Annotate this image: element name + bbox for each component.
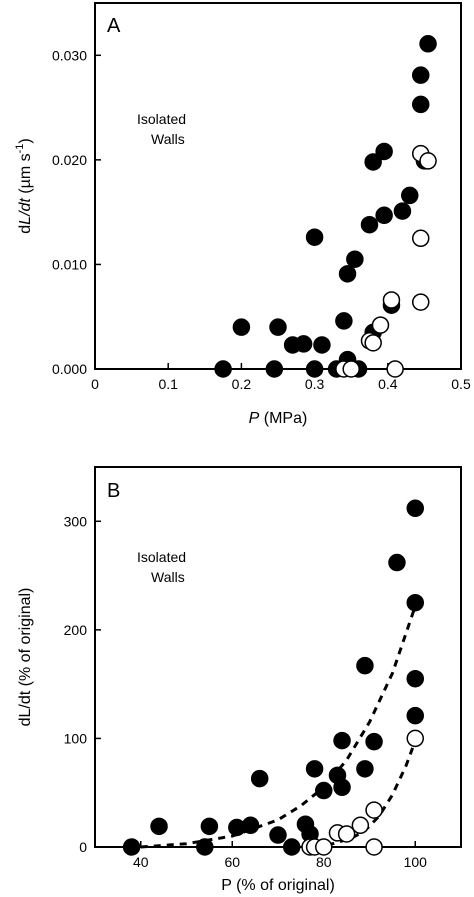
x-tick-label: 60 (224, 854, 240, 870)
x-tick-label: 80 (316, 854, 332, 870)
panel-a-xlabel-italic: P (249, 410, 260, 427)
y-tick-label: 0.010 (52, 256, 87, 272)
panel-a-x-axis-title: P (MPa) (249, 410, 308, 427)
x-tick-label: 0.2 (232, 376, 252, 392)
filled-data-point (232, 318, 251, 336)
panel-a-y-axis-title: dL/dt (µm s-1) (14, 138, 34, 233)
filled-data-point (294, 335, 313, 353)
y-tick-label: 300 (64, 513, 88, 529)
open-data-point (411, 229, 430, 248)
panel-a-annotation-line2: Walls (151, 131, 185, 147)
open-data-point (337, 825, 356, 843)
panel-a-ylabel-italic: L/dt (17, 198, 34, 225)
x-tick-label: 0.3 (305, 376, 325, 392)
panel-b-ticks: 40 60 80 100 0 100 200 300 (64, 513, 428, 870)
filled-data-point (346, 250, 364, 268)
open-data-point (315, 838, 333, 856)
panel-a-plot-frame (94, 2, 462, 370)
filled-data-point (406, 669, 424, 688)
open-data-point (342, 360, 360, 378)
filled-data-point (356, 760, 374, 778)
filled-data-point (265, 360, 284, 378)
filled-data-point (419, 35, 437, 53)
filled-data-point (214, 360, 232, 378)
panel-a-letter: A (107, 15, 121, 37)
filled-data-point (282, 838, 301, 856)
filled-data-point (315, 781, 333, 800)
panel-b-x-axis-title: P (% of original) (221, 877, 335, 894)
y-tick-label: 0.000 (52, 361, 87, 377)
filled-data-point (360, 215, 379, 234)
y-tick-label: 0.030 (52, 47, 87, 63)
filled-data-point (406, 499, 424, 518)
filled-data-point (411, 66, 430, 84)
filled-data-point (335, 312, 353, 330)
panel-a-ticks: 0 0.1 0.2 0.3 0.4 0.5 0.000 0.010 0.020 0.030 (52, 47, 471, 392)
open-data-point (364, 334, 382, 352)
panel-a-xlabel-rest: (MPa) (259, 410, 307, 427)
filled-data-point (333, 731, 351, 750)
filled-data-point (305, 760, 324, 778)
open-data-point (419, 152, 437, 170)
y-tick-label: 0 (79, 839, 87, 855)
y-tick-label: 200 (64, 622, 88, 638)
filled-data-point (313, 336, 331, 354)
x-tick-label: 0.1 (158, 376, 178, 392)
panel-b-plot-frame (94, 466, 462, 848)
panel-a-ylabel-rest: (µm s (17, 153, 34, 198)
filled-data-point (269, 826, 287, 844)
filled-data-point (333, 778, 351, 797)
panel-a-ylabel-close: ) (17, 138, 34, 143)
filled-data-point (365, 732, 383, 751)
x-tick-label: 0.5 (451, 376, 471, 392)
filled-data-point (338, 265, 357, 283)
open-data-point (406, 729, 424, 748)
panel-b-chart: B Isolated Walls 40 60 80 100 0 100 200 300 P (… (17, 466, 462, 894)
x-tick-label: 0.4 (378, 376, 398, 392)
filled-data-point (269, 318, 287, 336)
open-data-point (365, 801, 383, 819)
filled-data-point (375, 142, 393, 161)
filled-data-point (122, 838, 141, 856)
open-data-point (382, 291, 401, 309)
panel-b-annotation-line1: Isolated (137, 549, 186, 565)
filled-data-point (241, 816, 260, 835)
open-data-point (351, 816, 370, 835)
filled-data-point (250, 769, 269, 788)
panel-b-y-axis-title: dL/dt (% of original) (17, 588, 34, 727)
filled-data-point (401, 186, 419, 205)
panel-b-annotation-line2: Walls (151, 569, 185, 585)
filled-data-point (388, 553, 406, 572)
open-data-point (386, 360, 404, 378)
open-data-point (411, 293, 430, 311)
filled-data-point (150, 817, 168, 836)
filled-data-point (200, 817, 219, 836)
filled-data-point (375, 206, 393, 225)
x-tick-label: 100 (404, 854, 428, 870)
panel-a-points (214, 35, 437, 378)
filled-data-point (393, 202, 412, 220)
filled-data-point (305, 360, 324, 378)
x-tick-label: 40 (133, 854, 149, 870)
x-tick-label: 0 (91, 376, 99, 392)
y-tick-label: 0.020 (52, 152, 87, 168)
filled-data-point (411, 95, 430, 114)
panel-b-letter: B (107, 480, 120, 502)
filled-data-point (406, 593, 424, 612)
filled-data-point (356, 656, 374, 675)
panel-a-chart: A Isolated Walls 0 0.1 0.2 0.3 0.4 0.5 0.000 0.… (14, 2, 471, 427)
open-data-point (365, 838, 383, 856)
y-tick-label: 100 (64, 730, 88, 746)
panel-a-ylabel-pre: d (17, 225, 34, 234)
filled-data-point (406, 706, 424, 725)
open-data-point (371, 316, 390, 334)
panel-b-points (122, 499, 424, 856)
filled-data-point (305, 228, 324, 246)
filled-data-point (364, 153, 382, 171)
panel-a-ylabel-sup: -1 (14, 144, 26, 154)
panel-a-annotation-line1: Isolated (137, 111, 186, 127)
filled-data-point (196, 838, 214, 856)
